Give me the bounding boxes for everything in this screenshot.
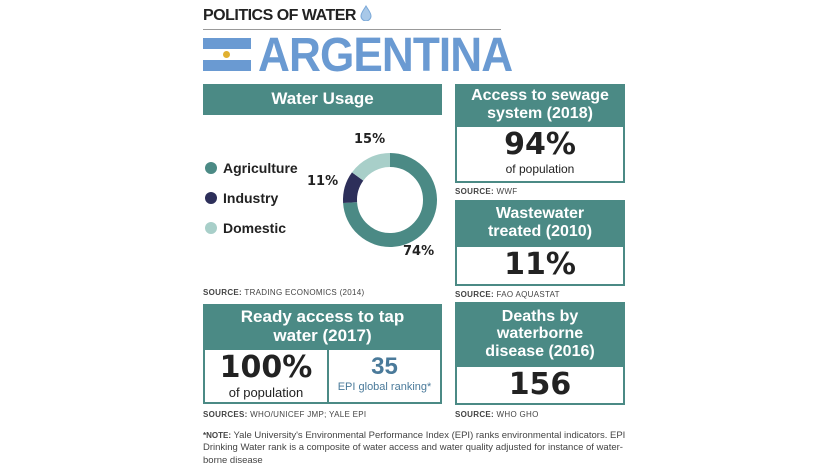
deaths-source: SOURCE: WHO GHO bbox=[455, 410, 539, 419]
sewage-box: 94% of population bbox=[455, 125, 625, 183]
kicker-title: POLITICS OF WATER bbox=[203, 5, 372, 25]
sewage-unit: of population bbox=[505, 162, 575, 176]
legend-label: Domestic bbox=[223, 220, 287, 236]
sewage-header: Access to sewage system (2018) bbox=[455, 84, 625, 126]
wastewater-box: 11% bbox=[455, 245, 625, 286]
country-title: ARGENTINA bbox=[258, 29, 513, 82]
footnote: *NOTE: Yale University's Environmental P… bbox=[203, 430, 633, 467]
donut-slice-agriculture bbox=[343, 153, 437, 247]
deaths-box: 156 bbox=[455, 365, 625, 405]
legend-industry: Industry bbox=[205, 190, 278, 206]
footnote-text: Yale University's Environmental Performa… bbox=[203, 430, 626, 466]
wastewater-header: Wastewater treated (2010) bbox=[455, 200, 625, 246]
donut-slice-industry bbox=[343, 172, 364, 203]
tap-water-box: 100% of population 35 EPI global ranking* bbox=[203, 348, 442, 404]
legend-swatch bbox=[205, 192, 217, 204]
legend-agriculture: Agriculture bbox=[205, 160, 298, 176]
label-domestic: 15% bbox=[354, 132, 386, 147]
sewage-source: SOURCE: WWF bbox=[455, 187, 518, 196]
label-agriculture: 74% bbox=[403, 244, 435, 259]
legend-swatch bbox=[205, 162, 217, 174]
wastewater-source: SOURCE: FAO AQUASTAT bbox=[455, 290, 560, 299]
legend-domestic: Domestic bbox=[205, 220, 286, 236]
water-usage-donut bbox=[343, 153, 437, 247]
epi-rank-cell: 35 EPI global ranking* bbox=[329, 350, 440, 402]
tap-unit: of population bbox=[228, 385, 304, 400]
tap-water-header: Ready access to tap water (2017) bbox=[203, 304, 442, 349]
tap-value-cell: 100% of population bbox=[205, 350, 329, 402]
water-usage-header: Water Usage bbox=[203, 84, 442, 115]
tap-water-source: SOURCES: WHO/UNICEF JMP; YALE EPI bbox=[203, 410, 367, 419]
legend-label: Industry bbox=[223, 190, 279, 206]
epi-rank-label: EPI global ranking* bbox=[337, 381, 432, 393]
water-drop-icon bbox=[360, 5, 372, 22]
donut-slice-domestic bbox=[351, 153, 391, 181]
kicker-text: POLITICS OF WATER bbox=[203, 7, 356, 24]
deaths-value: 156 bbox=[508, 367, 572, 402]
legend-swatch bbox=[205, 222, 217, 234]
legend-label: Agriculture bbox=[223, 160, 298, 176]
label-industry: 11% bbox=[307, 174, 339, 189]
tap-value: 100% bbox=[219, 350, 313, 385]
footnote-label: *NOTE: bbox=[203, 431, 231, 440]
argentina-flag-icon bbox=[203, 38, 251, 71]
epi-rank: 35 bbox=[371, 353, 398, 380]
water-usage-source: SOURCE: TRADING ECONOMICS (2014) bbox=[203, 288, 365, 297]
deaths-header: Deaths by waterborne disease (2016) bbox=[455, 302, 625, 366]
sewage-value: 94% bbox=[504, 127, 576, 162]
wastewater-value: 11% bbox=[504, 247, 576, 282]
divider bbox=[203, 29, 501, 30]
